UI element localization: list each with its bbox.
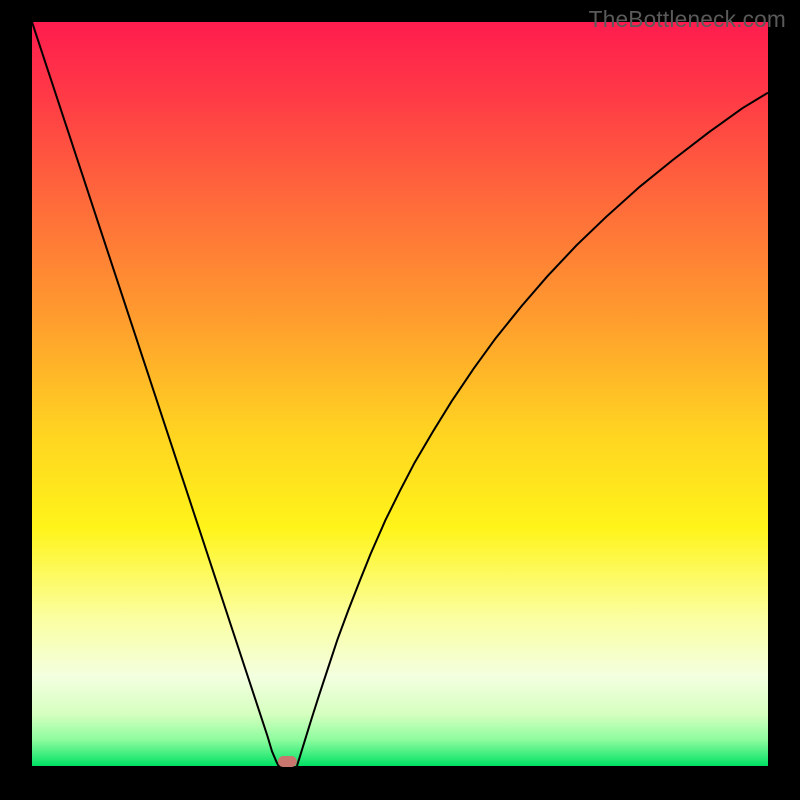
chart-root: TheBottleneck.com xyxy=(0,0,800,800)
optimum-marker xyxy=(278,757,296,767)
bottleneck-chart xyxy=(0,0,800,800)
plot-background xyxy=(32,22,768,766)
watermark-text: TheBottleneck.com xyxy=(589,6,786,33)
